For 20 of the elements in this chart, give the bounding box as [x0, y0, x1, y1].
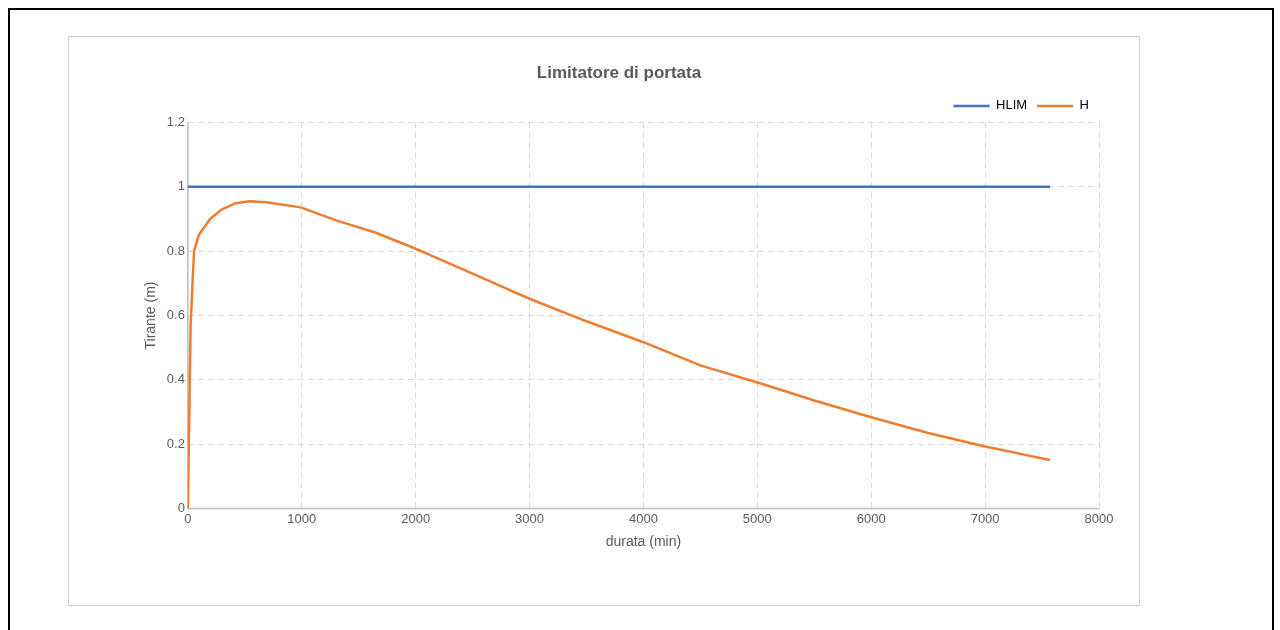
x-tick-label: 2000 — [401, 510, 431, 526]
y-tick-label: 0.8 — [166, 242, 185, 258]
x-axis-title: durata (min) — [605, 533, 682, 550]
y-tick-label: 1.2 — [166, 113, 185, 129]
y-tick-label: 0.4 — [166, 371, 185, 387]
x-tick-label: 1000 — [287, 510, 317, 526]
legend-label: HLIM — [996, 97, 1028, 113]
x-tick-label: 4000 — [628, 510, 658, 526]
legend-label: H — [1079, 97, 1089, 113]
y-axis-title: Tirante (m) — [142, 281, 159, 350]
y-tick-label: 0.6 — [166, 307, 185, 323]
x-tick-label: 6000 — [856, 510, 886, 526]
y-tick-label: 0 — [177, 500, 185, 516]
chart-title: Limitatore di portata — [536, 62, 702, 82]
x-tick-label: 5000 — [742, 510, 772, 526]
x-tick-label: 7000 — [970, 510, 1000, 526]
y-tick-label: 1 — [177, 178, 185, 194]
x-tick-label: 8000 — [1084, 510, 1114, 526]
y-tick-label: 0.2 — [166, 435, 185, 451]
x-tick-label: 3000 — [515, 510, 545, 526]
